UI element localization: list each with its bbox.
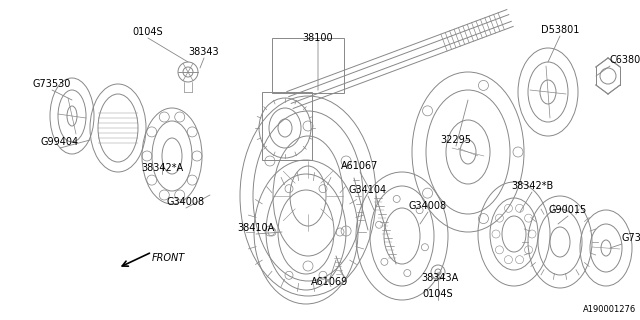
- Text: A61069: A61069: [312, 277, 349, 287]
- Text: 38343: 38343: [189, 47, 220, 57]
- Text: 0104S: 0104S: [132, 27, 163, 37]
- Text: 32295: 32295: [440, 135, 472, 145]
- Text: 38343A: 38343A: [421, 273, 459, 283]
- Bar: [262, 92, 312, 160]
- Text: FRONT: FRONT: [152, 253, 185, 263]
- Text: G34008: G34008: [409, 201, 447, 211]
- Text: G73530: G73530: [33, 79, 71, 89]
- Text: G90015: G90015: [549, 205, 587, 215]
- Text: G99404: G99404: [41, 137, 79, 147]
- Text: D53801: D53801: [541, 25, 579, 35]
- Text: 38100: 38100: [303, 33, 333, 43]
- Text: A190001276: A190001276: [583, 305, 636, 314]
- Text: C63802: C63802: [610, 55, 640, 65]
- Text: G34008: G34008: [167, 197, 205, 207]
- Text: G73529: G73529: [622, 233, 640, 243]
- Text: A61067: A61067: [341, 161, 379, 171]
- Text: 0104S: 0104S: [422, 289, 453, 299]
- Text: 38342*B: 38342*B: [511, 181, 553, 191]
- Text: G34104: G34104: [349, 185, 387, 195]
- Bar: [272, 38, 344, 93]
- Text: 38410A: 38410A: [237, 223, 275, 233]
- Text: 38342*A: 38342*A: [141, 163, 183, 173]
